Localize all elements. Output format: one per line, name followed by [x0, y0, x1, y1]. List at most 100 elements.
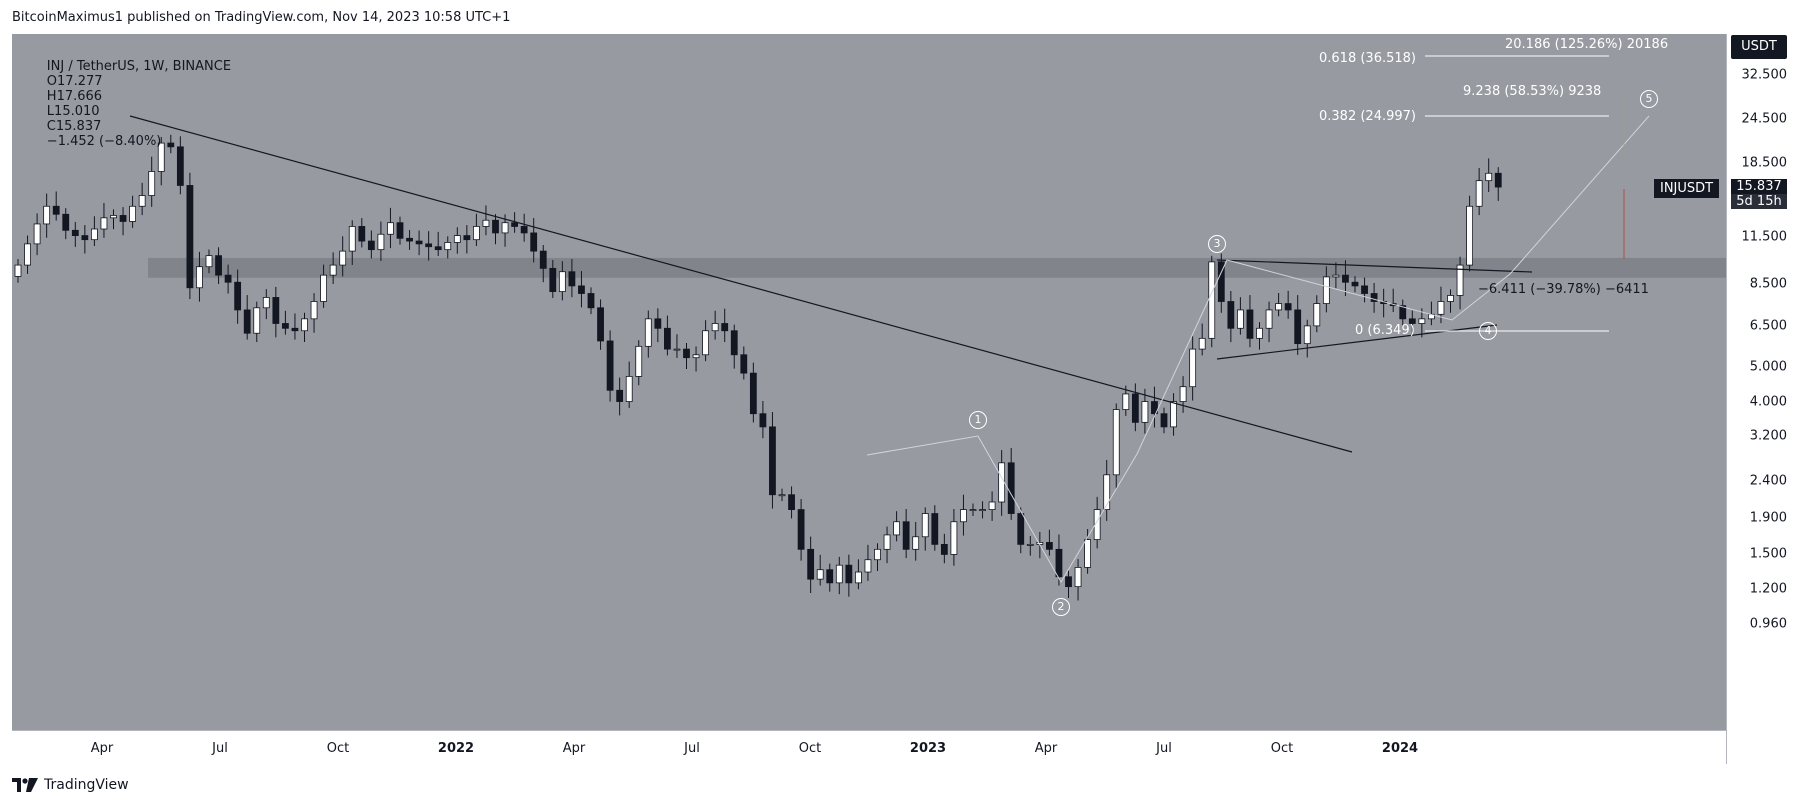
- candle-down: [578, 285, 585, 294]
- candle-down: [492, 219, 499, 234]
- candle-up: [1084, 539, 1091, 568]
- currency-button[interactable]: USDT: [1731, 35, 1787, 59]
- candle-down: [234, 281, 242, 311]
- publish-caption: BitcoinMaximus1 published on TradingView…: [12, 10, 511, 25]
- candle-down: [616, 389, 624, 402]
- candle-up: [1475, 180, 1483, 207]
- candle-down: [176, 146, 184, 186]
- candle-down: [215, 255, 222, 276]
- price-axis[interactable]: 32.500 24.500 18.500 11.500 8.500 6.500 5.000 4…: [1726, 34, 1797, 764]
- candle-up: [196, 266, 203, 289]
- candle-down: [759, 413, 767, 428]
- candle-down: [807, 548, 815, 580]
- candle-up: [1179, 386, 1187, 402]
- candle-up: [1485, 172, 1493, 182]
- candle-down: [1046, 542, 1053, 550]
- candle-up: [979, 509, 986, 511]
- candle-down: [243, 309, 251, 334]
- price-tick-label: 18.500: [1741, 155, 1788, 171]
- candle-up: [1208, 261, 1216, 339]
- candle-down: [845, 564, 853, 584]
- candle-down: [730, 330, 738, 356]
- plot-area[interactable]: INJ / TetherUS, 1W, BINANCE O17.277 H17.…: [12, 34, 1726, 730]
- candle-up: [855, 571, 862, 584]
- candle-down: [186, 185, 194, 289]
- candle-down: [1284, 303, 1292, 311]
- candle-up: [472, 226, 480, 241]
- candle-up: [1447, 295, 1454, 302]
- time-tick-label: Apr: [562, 741, 586, 756]
- fib-0618-label: 0.618 (36.518): [1319, 51, 1416, 66]
- candle-up: [1103, 474, 1111, 510]
- time-tick-label: 2023: [909, 741, 947, 756]
- candle-down: [664, 327, 671, 350]
- candle-up: [673, 348, 681, 351]
- close-value: 15.837: [55, 119, 102, 134]
- candle-up: [387, 222, 394, 235]
- target-mid-label: 9.238 (58.53%) 9238: [1463, 84, 1602, 99]
- candle-down: [1342, 274, 1349, 283]
- candle-down: [434, 246, 442, 251]
- candle-up: [778, 494, 786, 497]
- candle-up: [1074, 567, 1082, 588]
- candle-up: [1322, 276, 1330, 304]
- price-tick-label: 6.500: [1749, 318, 1787, 334]
- candle-up: [33, 223, 41, 245]
- candle-down: [1494, 172, 1502, 188]
- candle-down: [1351, 281, 1359, 287]
- candle-down: [1007, 462, 1015, 514]
- candle-down: [81, 235, 89, 241]
- low-value: 15.010: [54, 104, 100, 119]
- candle-down: [71, 229, 79, 236]
- drop-measure-label: −6.411 (−39.78%) −6411: [1478, 282, 1649, 297]
- wave-3-marker: 3: [1208, 235, 1226, 253]
- candle-up: [1198, 337, 1206, 350]
- footer: TradingView: [12, 777, 129, 793]
- candle-up: [960, 509, 967, 523]
- candle-up: [100, 217, 108, 230]
- fib-0382-label: 0.382 (24.997): [1319, 109, 1416, 124]
- target-top-label: 20.186 (125.26%) 20186: [1505, 37, 1669, 52]
- price-tick-label: 11.500: [1741, 229, 1788, 245]
- candle-down: [167, 142, 175, 148]
- candle-up: [635, 345, 643, 377]
- candle-up: [692, 354, 700, 359]
- candle-down: [224, 274, 232, 283]
- wave-5-marker: 5: [1640, 90, 1658, 108]
- candle-up: [453, 235, 461, 243]
- candle-up: [377, 233, 385, 251]
- candle-down: [463, 235, 471, 241]
- candle-down: [520, 226, 528, 234]
- candle-down: [940, 543, 948, 555]
- time-tick-label: Jul: [684, 741, 700, 756]
- candle-up: [998, 462, 1006, 503]
- candle-up: [921, 513, 929, 538]
- time-tick-label: Oct: [798, 741, 822, 756]
- time-tick-label: 2024: [1381, 741, 1419, 756]
- candle-up: [816, 569, 824, 580]
- candle-down: [1160, 413, 1168, 428]
- candle-down: [1055, 548, 1063, 578]
- time-tick-label: Apr: [1034, 741, 1058, 756]
- candle-up: [1265, 309, 1273, 329]
- candle-up: [348, 226, 356, 252]
- candle-up: [625, 376, 633, 402]
- candle-up: [205, 255, 213, 268]
- last-price-value: 15.837: [1736, 179, 1782, 194]
- time-axis[interactable]: Apr Jul Oct 2022 Apr Jul Oct 2023 Apr Jul Oct 2024: [12, 730, 1726, 765]
- candle-down: [740, 354, 748, 374]
- ticker-symbol: INJ / TetherUS, 1W, BINANCE: [46, 59, 232, 74]
- candle-down: [1294, 309, 1302, 345]
- countdown-value: 5d 15h: [1731, 194, 1787, 209]
- wave-4-marker: 4: [1479, 322, 1497, 340]
- candle-down: [1408, 318, 1416, 324]
- candle-up: [301, 318, 308, 332]
- symbol-tag: INJUSDT: [1654, 179, 1720, 198]
- candle-up: [1418, 318, 1426, 324]
- candle-down: [1361, 285, 1368, 294]
- candle-down: [119, 215, 127, 222]
- candle-down: [406, 237, 413, 242]
- candle-up: [444, 242, 452, 251]
- candle-down: [1227, 301, 1235, 329]
- candle-down: [683, 348, 690, 359]
